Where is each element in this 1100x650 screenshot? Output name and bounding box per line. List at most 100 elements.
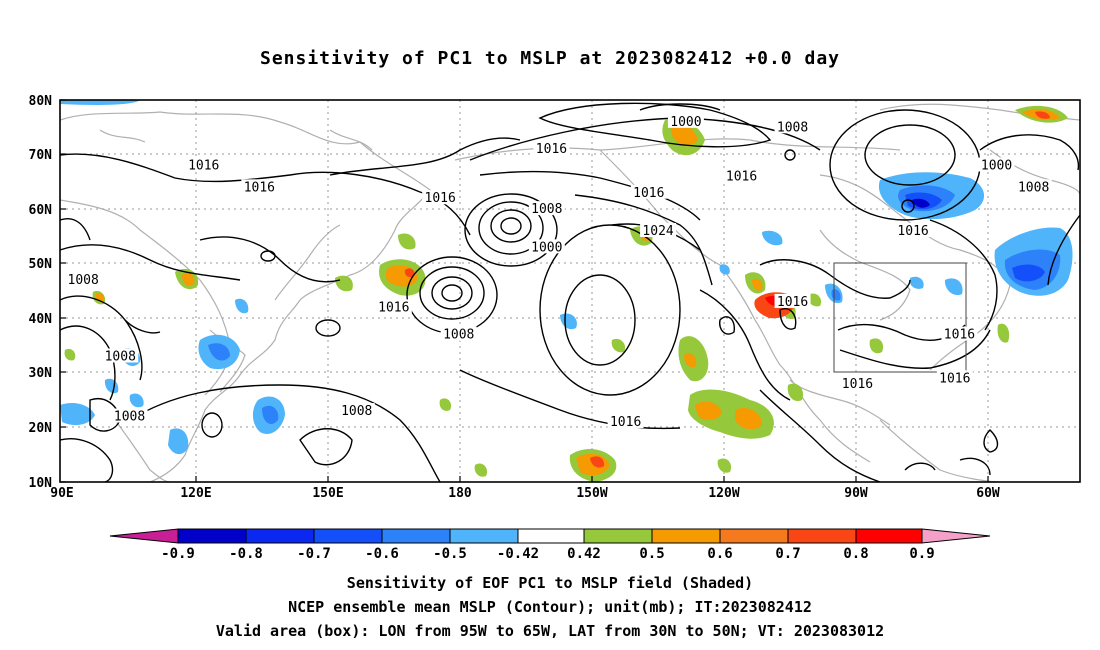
colorbar-segment	[855, 528, 923, 544]
contour-label: 1016	[633, 186, 664, 201]
contour-label-bg	[978, 157, 1015, 172]
contour-label-bg	[241, 179, 278, 194]
contour-label-bg	[1015, 179, 1052, 194]
contour-label-bg	[723, 168, 760, 183]
colorbar-min-triangle	[109, 528, 179, 544]
colorbar-segment	[381, 528, 451, 544]
contour-label: 1008	[341, 404, 372, 419]
lon-label: 120E	[180, 486, 211, 501]
contour-label-bg	[607, 413, 644, 428]
lat-label: 20N	[29, 421, 53, 436]
lat-label: 70N	[29, 148, 53, 163]
lat-label: 30N	[29, 366, 53, 381]
contour-label: 1016	[939, 371, 970, 386]
contour-label-bg	[422, 190, 459, 205]
contour-label-bg	[936, 370, 973, 385]
contour-label: 1000	[531, 240, 562, 255]
colorbar-label: 0.9	[909, 546, 934, 562]
contour-label: 1008	[1018, 180, 1049, 195]
longitude-labels: 90E 120E 150E 180 150W 120W 90W 60W	[50, 486, 1000, 501]
contour-label: 1016	[536, 142, 567, 157]
contour-label: 1016	[378, 300, 409, 315]
contour-label-bg	[533, 141, 570, 156]
contour-label: 1016	[244, 180, 275, 195]
contour-label-bg	[774, 293, 811, 308]
contour-label: 1016	[188, 158, 219, 173]
contour-label-bg	[895, 222, 932, 237]
colorbar-segment	[245, 528, 315, 544]
colorbar-segment	[517, 528, 585, 544]
lat-label: 60N	[29, 203, 53, 218]
contour-label-bg	[640, 222, 677, 237]
contour-label-bg	[338, 403, 375, 418]
contour-label: 1008	[105, 349, 136, 364]
contour-label-bg	[941, 326, 978, 341]
colorbar-segment	[583, 528, 653, 544]
caption-line-3: Valid area (box): LON from 95W to 65W, L…	[215, 622, 885, 640]
contour-label: 1016	[944, 328, 975, 343]
colorbar-label: -0.42	[497, 546, 539, 562]
colorbar: -0.9 -0.8 -0.7 -0.6 -0.5 -0.42 0.42 0.5 …	[109, 528, 991, 562]
contour-label-bg	[774, 119, 811, 134]
contour-label-bg	[528, 239, 565, 254]
map-title: Sensitivity of PC1 to MSLP at 2023082412…	[259, 48, 840, 69]
caption-line-1: Sensitivity of EOF PC1 to MSLP field (Sh…	[346, 574, 754, 592]
latitude-labels: 80N 70N 60N 50N 40N 30N 20N 10N	[29, 94, 53, 491]
colorbar-segment	[787, 528, 857, 544]
colorbar-segment	[719, 528, 789, 544]
colorbar-label: -0.5	[433, 546, 467, 562]
contour-label: 1008	[443, 328, 474, 343]
lat-label: 40N	[29, 312, 53, 327]
lon-label: 180	[448, 486, 472, 501]
colorbar-segment	[177, 528, 247, 544]
contour-label: 1016	[897, 224, 928, 239]
colorbar-label: 0.5	[639, 546, 664, 562]
contour-label-bg	[630, 184, 667, 199]
lon-label: 60W	[976, 486, 1000, 501]
lon-label: 120W	[708, 486, 739, 501]
contour-label-bg	[185, 157, 222, 172]
contour-label-bg	[375, 299, 412, 314]
colorbar-label: 0.42	[567, 546, 601, 562]
colorbar-segment	[651, 528, 721, 544]
colorbar-label: 0.7	[775, 546, 800, 562]
plot-border	[59, 99, 1081, 483]
lon-label: 150W	[576, 486, 607, 501]
contour-label: 1008	[531, 202, 562, 217]
contour-label: 1016	[425, 191, 456, 206]
contour-label: 1024	[642, 224, 673, 239]
plot-area	[60, 100, 1080, 482]
mslp-contours	[60, 102, 1080, 482]
colorbar-label: 0.6	[707, 546, 732, 562]
contour-label: 1000	[670, 115, 701, 130]
colorbar-label: -0.6	[365, 546, 399, 562]
contour-label: 1016	[777, 295, 808, 310]
colorbar-label: -0.7	[297, 546, 331, 562]
colorbar-segment	[449, 528, 519, 544]
contour-label-bg	[102, 348, 139, 363]
contour-label: 1008	[777, 120, 808, 135]
valid-area-box	[833, 262, 967, 373]
contour-label: 1008	[68, 273, 99, 288]
caption-line-2: NCEP ensemble mean MSLP (Contour); unit(…	[288, 598, 812, 616]
contour-label-bg	[111, 408, 148, 423]
contour-label-bg	[667, 113, 704, 128]
contour-label: 1016	[610, 415, 641, 430]
contour-label-bg	[65, 272, 102, 287]
lon-label: 90W	[844, 486, 868, 501]
contour-label-bg	[839, 375, 876, 390]
contour-label-bg	[528, 201, 565, 216]
contour-label: 1016	[842, 377, 873, 392]
contour-label-bg	[440, 326, 477, 341]
lat-label: 10N	[29, 476, 53, 491]
colorbar-label: 0.8	[843, 546, 868, 562]
lon-label: 150E	[312, 486, 343, 501]
colorbar-max-triangle	[921, 528, 991, 544]
contour-label: 1016	[726, 169, 757, 184]
colorbar-label: -0.9	[161, 546, 195, 562]
colorbar-segment	[313, 528, 383, 544]
colorbar-label: -0.8	[229, 546, 263, 562]
contour-label: 1000	[981, 158, 1012, 173]
coastlines	[60, 103, 1080, 482]
